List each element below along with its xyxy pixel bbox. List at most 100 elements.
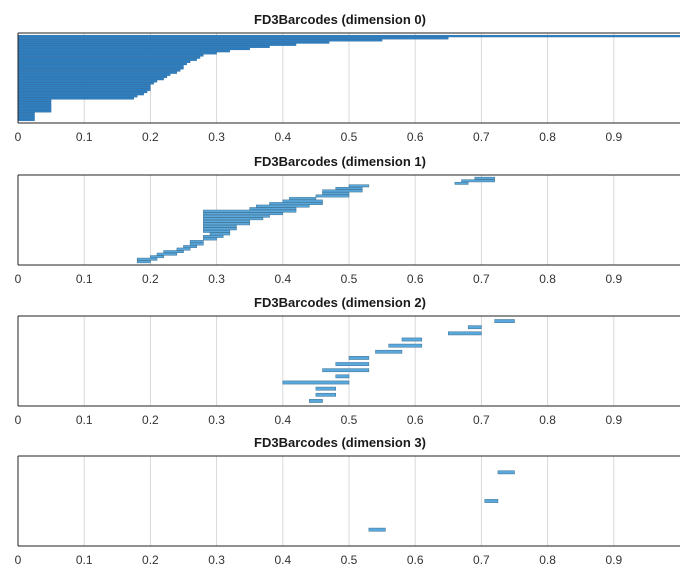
barcode-bar bbox=[17, 82, 154, 85]
x-tick-label: 0 bbox=[15, 130, 22, 144]
barcode-bar bbox=[156, 252, 178, 256]
barcode-bar bbox=[256, 204, 310, 208]
barcode-bar bbox=[203, 217, 264, 221]
x-tick-label: 0.5 bbox=[341, 130, 358, 144]
barcode-bar bbox=[282, 380, 350, 385]
barcode-bar bbox=[17, 60, 191, 63]
barcode-bar bbox=[322, 368, 370, 373]
barcode-bar bbox=[388, 343, 423, 348]
barcode-bar bbox=[375, 349, 403, 354]
barcode-bar bbox=[461, 179, 495, 183]
barcode-bar bbox=[17, 37, 449, 40]
barcode-bar bbox=[269, 202, 323, 205]
barcode-bar bbox=[17, 118, 35, 122]
barcode-bar bbox=[17, 39, 383, 42]
panel-title: FD3Barcodes (dimension 0) bbox=[254, 12, 426, 27]
x-tick-label: 0.7 bbox=[473, 130, 490, 144]
barcode-bar bbox=[17, 97, 134, 100]
barcode-bar bbox=[17, 56, 201, 59]
barcode-bar bbox=[17, 108, 52, 111]
barcode-bar bbox=[17, 65, 184, 68]
barcode-bar bbox=[17, 41, 330, 44]
barcode-bar bbox=[17, 75, 168, 79]
barcode-bar bbox=[322, 192, 350, 195]
barcode-bar bbox=[17, 110, 52, 113]
barcode-bar bbox=[17, 43, 297, 46]
barcode-bar bbox=[136, 257, 158, 261]
barcode-bar bbox=[17, 71, 178, 74]
x-tick-label: 0.1 bbox=[76, 553, 93, 567]
barcode-bar bbox=[17, 99, 52, 102]
x-tick-label: 0.2 bbox=[142, 130, 159, 144]
barcode-bar bbox=[203, 237, 217, 241]
barcode-bar bbox=[249, 207, 297, 211]
x-tick-label: 0.6 bbox=[407, 272, 424, 286]
barcode-bar bbox=[176, 247, 191, 251]
barcode-bar bbox=[17, 34, 680, 38]
barcode-bar bbox=[17, 88, 151, 91]
barcode-bar bbox=[494, 319, 515, 323]
barcode-bar bbox=[17, 52, 217, 55]
barcode-bar bbox=[203, 214, 270, 218]
barcode-bar bbox=[282, 199, 323, 203]
x-tick-label: 0.4 bbox=[274, 272, 291, 286]
panel-title: FD3Barcodes (dimension 3) bbox=[254, 435, 426, 450]
barcode-bar bbox=[203, 209, 297, 213]
panel-dimension-2: FD3Barcodes (dimension 2) 0 0.1 0.2 0.3 0.4 0.… bbox=[15, 295, 680, 427]
barcode-bar bbox=[189, 240, 204, 243]
barcode-bar bbox=[17, 103, 52, 106]
barcode-bar bbox=[17, 95, 138, 98]
barcode-bar bbox=[315, 194, 350, 198]
barcode-bar bbox=[203, 227, 237, 231]
x-tick-label: 0.7 bbox=[473, 272, 490, 286]
panel-title: FD3Barcodes (dimension 2) bbox=[254, 295, 426, 310]
barcode-bar bbox=[203, 212, 284, 216]
x-tick-label: 0.9 bbox=[605, 413, 622, 427]
barcode-bar bbox=[335, 374, 350, 379]
x-tick-label: 0.7 bbox=[473, 553, 490, 567]
panel-dimension-3: FD3Barcodes (dimension 3) 0 0.1 0.2 0.3 0.4 0.… bbox=[15, 435, 680, 567]
x-tick-label: 0.9 bbox=[605, 553, 622, 567]
x-tick-label: 0.2 bbox=[142, 272, 159, 286]
x-tick-label: 0.1 bbox=[76, 272, 93, 286]
barcode-bar bbox=[454, 181, 469, 185]
barcode-bar bbox=[136, 260, 151, 264]
barcode-bar bbox=[17, 47, 250, 51]
x-tick-label: 0 bbox=[15, 553, 22, 567]
x-tick-label: 0.6 bbox=[407, 130, 424, 144]
panel-dimension-0: FD3Barcodes (dimension 0) 0 0.1 0.2 0.3 0.4 0.… bbox=[15, 12, 680, 144]
x-tick-label: 0.3 bbox=[208, 553, 225, 567]
barcode-bar bbox=[315, 392, 337, 397]
panel-title: FD3Barcodes (dimension 1) bbox=[254, 154, 426, 169]
barcode-bar bbox=[17, 54, 204, 57]
barcode-bar bbox=[17, 50, 230, 53]
x-tick-label: 0.5 bbox=[341, 553, 358, 567]
barcode-bar bbox=[17, 86, 151, 89]
x-tick-label: 0.6 bbox=[407, 553, 424, 567]
barcode-bar bbox=[17, 77, 164, 81]
x-tick-label: 0.9 bbox=[605, 130, 622, 144]
barcode-bar bbox=[335, 186, 363, 190]
barcode-bar bbox=[17, 80, 158, 83]
barcode-bar bbox=[17, 105, 52, 109]
x-tick-label: 0.8 bbox=[539, 130, 556, 144]
x-tick-label: 0.5 bbox=[341, 272, 358, 286]
barcode-bar bbox=[183, 245, 197, 248]
x-tick-label: 0.4 bbox=[274, 553, 291, 567]
x-tick-label: 0.5 bbox=[341, 413, 358, 427]
barcode-bar bbox=[17, 84, 151, 87]
barcode-bar bbox=[17, 112, 35, 115]
barcode-bar bbox=[203, 219, 250, 223]
barcode-bar bbox=[203, 235, 224, 238]
x-tick-label: 0.8 bbox=[539, 413, 556, 427]
x-tick-label: 0.9 bbox=[605, 272, 622, 286]
x-tick-label: 0 bbox=[15, 272, 22, 286]
x-tick-label: 0.4 bbox=[274, 413, 291, 427]
barcode-bar bbox=[401, 337, 423, 342]
barcode-bar bbox=[189, 242, 204, 246]
barcode-bar bbox=[17, 114, 35, 117]
panel-dimension-1: FD3Barcodes (dimension 1) 0 0.1 0.2 0.3 0.4 0.… bbox=[15, 154, 680, 286]
x-tick-label: 0.3 bbox=[208, 130, 225, 144]
barcode-bar bbox=[309, 399, 323, 403]
x-tick-label: 0 bbox=[15, 413, 22, 427]
